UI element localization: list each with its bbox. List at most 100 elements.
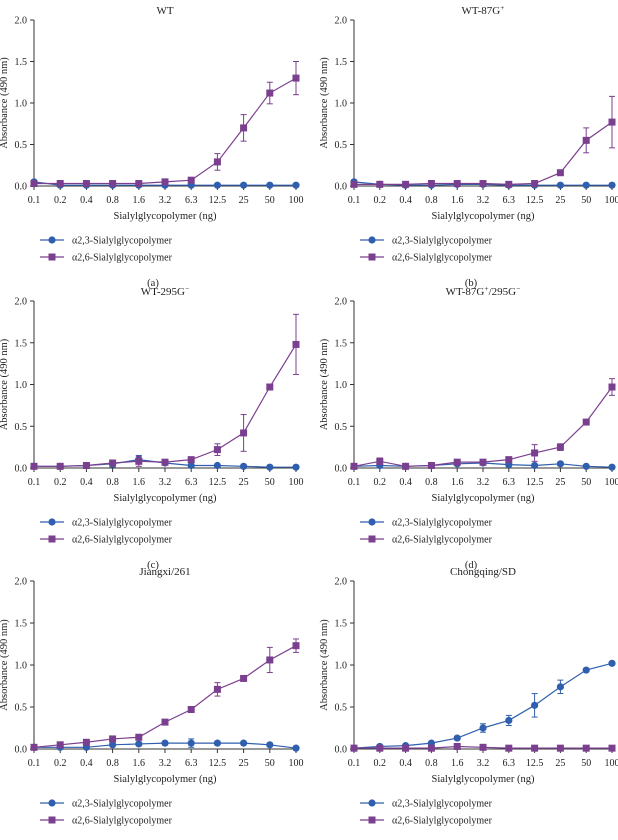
data-point — [531, 701, 539, 709]
data-point — [582, 181, 590, 189]
data-point — [161, 739, 169, 747]
x-tick-label: 0.4 — [399, 758, 412, 769]
x-tick-label: 0.1 — [348, 195, 361, 206]
legend-label: α2,6-Sialylglycopolymer — [72, 535, 173, 546]
legend-label: α2,3-Sialylglycopolymer — [72, 236, 173, 247]
data-point — [453, 742, 461, 750]
y-tick-label: 1.5 — [15, 619, 28, 630]
y-tick-label: 2.0 — [335, 577, 348, 588]
x-axis-label: Sialylglycopolymer (ng) — [432, 493, 535, 504]
panel-label: (d) — [465, 560, 478, 571]
x-tick-label: 0.2 — [374, 195, 387, 206]
x-axis-label: Sialylglycopolymer (ng) — [432, 774, 535, 785]
legend-entry: α2,6-Sialylglycopolymer — [360, 816, 493, 827]
data-point — [240, 674, 248, 682]
y-tick-label: 0.0 — [335, 464, 348, 475]
y-tick-label: 0.0 — [335, 182, 348, 193]
data-point — [505, 456, 513, 464]
panel-label: (b) — [465, 278, 478, 289]
chart-panel: 0.0 0.5 1.0 1.5 2.0 0.1 0.2 0.4 0.8 1.6 3.2 6.3 12.5… — [319, 3, 618, 290]
panel-label: (c) — [147, 560, 159, 571]
y-tick-label: 0.0 — [15, 745, 28, 756]
data-point — [556, 683, 565, 691]
data-point — [161, 178, 169, 186]
data-point — [479, 724, 487, 732]
y-tick-label: 2.0 — [335, 16, 348, 27]
x-tick-label: 0.2 — [374, 758, 387, 769]
y-tick-label: 2.0 — [15, 577, 28, 588]
y-tick-label: 2.0 — [335, 297, 348, 308]
x-tick-label: 12.5 — [209, 195, 227, 206]
x-tick-label: 1.6 — [133, 477, 146, 488]
legend-entry: α2,6-Sialylglycopolymer — [360, 253, 493, 264]
data-point — [292, 463, 300, 471]
x-tick-label: 0.4 — [399, 195, 412, 206]
legend-entry: α2,6-Sialylglycopolymer — [40, 253, 173, 264]
y-tick-label: 0.0 — [15, 464, 28, 475]
x-tick-label: 1.6 — [451, 758, 464, 769]
data-point — [266, 741, 274, 749]
data-point — [213, 685, 221, 693]
legend-label: α2,6-Sialylglycopolymer — [72, 816, 173, 827]
x-tick-label: 25 — [239, 758, 249, 769]
series-line — [33, 645, 297, 748]
x-tick-label: 0.4 — [80, 758, 93, 769]
panel-label: (a) — [147, 278, 159, 289]
data-point — [56, 180, 64, 188]
data-point — [402, 180, 410, 188]
data-point — [292, 74, 300, 82]
data-point — [453, 458, 461, 466]
data-point — [82, 461, 90, 469]
data-point — [556, 460, 565, 468]
data-point — [376, 744, 384, 752]
y-tick-label: 0.5 — [335, 140, 348, 151]
series-line — [34, 77, 297, 185]
x-axis-label: Sialylglycopolymer (ng) — [114, 493, 217, 504]
legend-entry: α2,6-Sialylglycopolymer — [40, 816, 173, 827]
data-point — [531, 449, 539, 457]
series-line — [353, 662, 613, 749]
legend-label: α2,6-Sialylglycopolymer — [392, 816, 493, 827]
x-tick-label: 25 — [239, 195, 249, 206]
data-point — [30, 743, 38, 751]
data-point — [135, 733, 143, 741]
data-point — [187, 706, 195, 714]
data-point — [479, 180, 487, 188]
data-point — [453, 734, 461, 742]
data-point — [240, 124, 248, 132]
data-point — [350, 744, 358, 752]
data-point — [56, 741, 64, 749]
x-tick-label: 0.1 — [348, 477, 361, 488]
legend-label: α2,3-Sialylglycopolymer — [392, 236, 493, 247]
data-point — [350, 180, 358, 188]
y-axis-label: Absorbance (490 nm) — [319, 619, 330, 711]
data-point — [266, 89, 274, 97]
x-tick-label: 3.2 — [159, 477, 172, 488]
data-point — [187, 461, 195, 470]
data-point — [608, 383, 616, 391]
data-point — [161, 458, 169, 466]
y-tick-label: 1.5 — [335, 619, 348, 630]
data-point — [582, 136, 590, 144]
x-tick-label: 100 — [289, 195, 304, 206]
y-tick-label: 1.0 — [335, 661, 348, 672]
data-point — [30, 180, 38, 188]
x-tick-label: 12.5 — [209, 758, 227, 769]
x-tick-label: 100 — [605, 195, 618, 206]
x-tick-label: 25 — [555, 477, 565, 488]
y-tick-label: 1.0 — [15, 380, 28, 391]
legend-entry: α2,6-Sialylglycopolymer — [40, 535, 173, 546]
y-tick-label: 1.5 — [335, 57, 348, 68]
data-point — [109, 741, 117, 749]
data-point — [187, 176, 195, 184]
x-axis-label: Sialylglycopolymer (ng) — [114, 774, 217, 785]
x-tick-label: 12.5 — [526, 195, 544, 206]
data-point — [608, 181, 616, 189]
x-tick-label: 0.2 — [54, 477, 67, 488]
x-tick-label: 0.1 — [28, 477, 41, 488]
y-tick-label: 2.0 — [15, 297, 28, 308]
data-point — [30, 462, 38, 470]
x-tick-label: 50 — [265, 758, 275, 769]
chart-title: Jiangxi/261 — [139, 566, 190, 578]
chart-title: WT-295G− — [141, 284, 189, 299]
